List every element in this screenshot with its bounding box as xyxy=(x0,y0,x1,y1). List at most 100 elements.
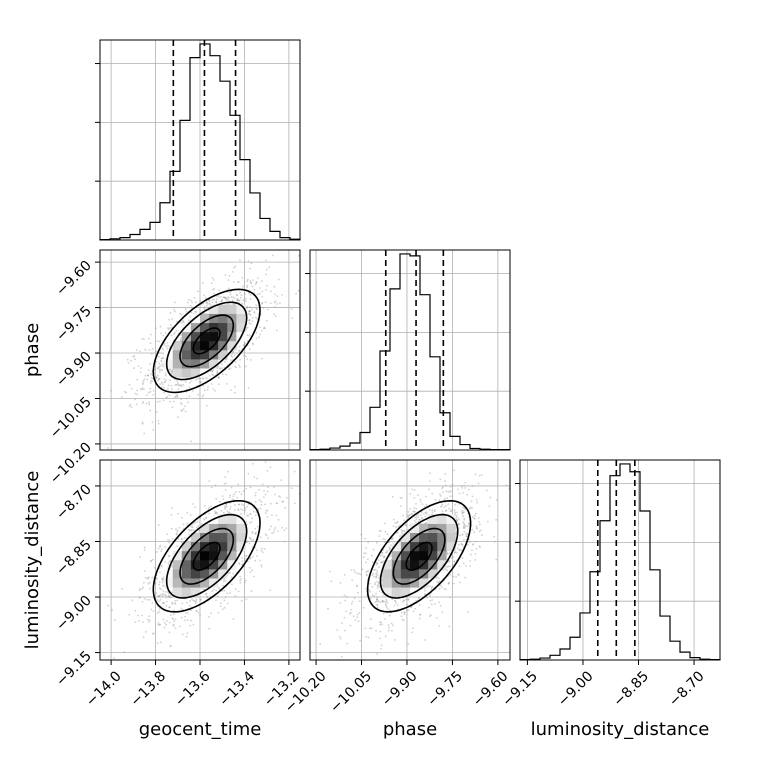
scatter-point xyxy=(439,584,442,586)
scatter-point xyxy=(231,355,234,358)
scatter-point xyxy=(134,621,137,623)
scatter-point xyxy=(357,620,360,623)
scatter-point xyxy=(174,627,177,629)
scatter-point xyxy=(240,296,242,299)
scatter-point xyxy=(417,597,420,599)
scatter-point xyxy=(149,387,152,390)
scatter-point xyxy=(202,377,205,380)
scatter-point xyxy=(239,366,241,368)
scatter-point xyxy=(239,575,242,578)
scatter-point xyxy=(406,603,408,606)
scatter-point xyxy=(175,320,178,323)
scatter-point xyxy=(157,594,160,597)
scatter-point xyxy=(256,525,259,528)
scatter-point xyxy=(217,611,220,614)
scatter-point xyxy=(384,538,386,541)
scatter-point xyxy=(255,281,258,284)
scatter-point xyxy=(176,599,179,602)
scatter-point xyxy=(263,326,266,329)
scatter-point xyxy=(169,594,172,597)
scatter-point xyxy=(182,408,185,411)
density-bin xyxy=(227,514,237,524)
scatter-point xyxy=(251,517,254,520)
scatter-point xyxy=(429,472,431,475)
scatter-point xyxy=(183,537,186,539)
scatter-point xyxy=(213,510,216,512)
scatter-point xyxy=(244,293,246,295)
scatter-point xyxy=(382,600,385,603)
scatter-point xyxy=(236,297,239,300)
scatter-point xyxy=(134,610,137,612)
scatter-point xyxy=(282,500,285,503)
scatter-point xyxy=(371,574,374,577)
y-tick-label: −9.90 xyxy=(53,349,95,391)
density-bin xyxy=(200,350,210,360)
scatter-point xyxy=(186,632,189,635)
scatter-point xyxy=(244,342,247,345)
scatter-point xyxy=(111,609,113,611)
density-bin xyxy=(172,350,183,360)
scatter-point xyxy=(449,510,452,513)
y-tick-label: −9.00 xyxy=(53,593,95,635)
scatter-point xyxy=(471,507,473,509)
scatter-point xyxy=(157,547,160,550)
scatter-point xyxy=(195,311,198,313)
scatter-point xyxy=(374,601,377,604)
scatter-point xyxy=(219,500,221,503)
scatter-point xyxy=(445,509,448,512)
scatter-point xyxy=(248,537,251,539)
scatter-point xyxy=(354,619,357,621)
scatter-point xyxy=(469,560,472,562)
x-tick-label: −14.0 xyxy=(83,668,125,710)
scatter-point xyxy=(277,518,280,521)
scatter-point xyxy=(475,525,478,528)
scatter-point xyxy=(174,603,177,605)
density-bin xyxy=(400,532,411,543)
scatter-point xyxy=(339,637,342,640)
scatter-point xyxy=(140,367,142,369)
scatter-point xyxy=(249,314,252,316)
scatter-point xyxy=(368,582,371,585)
scatter-point xyxy=(237,299,240,301)
scatter-point xyxy=(415,599,418,602)
scatter-point xyxy=(276,295,279,297)
scatter-point xyxy=(379,554,382,557)
scatter-point xyxy=(419,519,421,521)
scatter-point xyxy=(477,517,480,519)
scatter-point xyxy=(424,515,427,518)
scatter-point xyxy=(159,325,162,328)
density-bin xyxy=(181,560,192,570)
x-tick-label: −13.4 xyxy=(216,668,258,710)
scatter-point xyxy=(168,560,171,563)
density-bin xyxy=(209,331,219,342)
axes-frame xyxy=(309,459,511,661)
scatter-point xyxy=(238,345,241,348)
scatter-point xyxy=(137,614,139,617)
scatter-point xyxy=(236,299,239,302)
scatter-point xyxy=(125,391,127,394)
scatter-point xyxy=(149,390,152,393)
scatter-point xyxy=(343,594,346,597)
scatter-point xyxy=(196,520,199,523)
scatter-point xyxy=(459,534,461,537)
scatter-point xyxy=(159,544,162,547)
scatter-point xyxy=(338,635,341,638)
density-bin xyxy=(391,578,402,588)
density-bin xyxy=(190,331,201,342)
scatter-point xyxy=(447,565,450,568)
scatter-point xyxy=(430,588,433,591)
scatter-point xyxy=(137,365,140,367)
scatter-point xyxy=(265,288,268,291)
scatter-point xyxy=(247,278,249,281)
scatter-point xyxy=(408,514,411,517)
scatter-point xyxy=(147,369,150,371)
scatter-point xyxy=(165,396,168,399)
scatter-point xyxy=(448,625,451,628)
scatter-point xyxy=(407,598,410,601)
scatter-point xyxy=(247,260,250,263)
scatter-point xyxy=(165,623,168,626)
density-bin xyxy=(200,340,210,351)
scatter-point xyxy=(188,605,191,607)
scatter-point xyxy=(251,569,254,572)
scatter-point xyxy=(222,296,225,299)
